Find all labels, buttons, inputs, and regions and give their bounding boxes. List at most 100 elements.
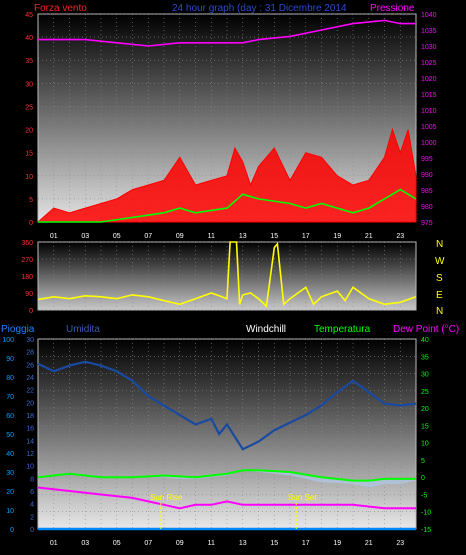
rain-ytick-label: 10 — [6, 508, 14, 515]
wind-ytick-label: 30 — [25, 81, 33, 88]
dew-point-series — [37, 486, 416, 510]
top-xtick-label: 13 — [239, 233, 247, 240]
wind-ytick-label: 20 — [25, 128, 33, 135]
bottom-xtick-label: 15 — [270, 540, 278, 547]
wind-gust-series — [36, 127, 417, 223]
rain-ytick-label: 80 — [6, 375, 14, 382]
rain-ytick-label: 90 — [6, 356, 14, 363]
bottom-xtick-label: 17 — [302, 540, 310, 547]
top-xtick-label: 01 — [50, 233, 58, 240]
humidity-ytick-label: 20 — [26, 400, 34, 407]
temperature-ytick-label: 25 — [421, 389, 429, 396]
compass-n-bottom: N — [436, 306, 443, 317]
humidity-ytick-label: 8 — [30, 476, 34, 483]
humidity-ytick-label: 4 — [30, 502, 34, 509]
pressure-ytick-label: 980 — [421, 204, 433, 211]
humidity-temperature-marks — [37, 360, 417, 531]
rain-ytick-label: 30 — [6, 470, 14, 477]
pressure-ytick-label: 1000 — [421, 140, 437, 147]
sun-set-label: Sun Set — [288, 493, 317, 502]
temperature-ytick-label: -10 — [421, 510, 431, 517]
bottom-xtick-label: 03 — [81, 540, 89, 547]
top-xtick-label: 21 — [365, 233, 373, 240]
temperature-ytick-label: 40 — [421, 337, 429, 344]
pressure-ytick-label: 1040 — [421, 12, 437, 19]
pressure-ytick-label: 1005 — [421, 124, 437, 131]
rain-ytick-label: 0 — [10, 527, 14, 534]
graph-date-title: 24 hour graph (day : 31 Dicembre 2014 — [172, 3, 347, 14]
wind-pressure-marks — [36, 19, 417, 223]
pressure-ytick-label: 1030 — [421, 44, 437, 51]
humidity-ytick-label: 12 — [26, 451, 34, 458]
direction-ytick-label: 360 — [21, 240, 33, 247]
pressure-ytick-label: 990 — [421, 172, 433, 179]
legend-temperatura: Temperatura — [314, 324, 371, 335]
top-xtick-label: 03 — [81, 233, 89, 240]
axis-tick-labels: 0510152025303540459759809859909951000100… — [2, 12, 436, 547]
temperature-ytick-label: 15 — [421, 423, 429, 430]
bottom-xtick-label: 23 — [396, 540, 404, 547]
legend-umidita: Umidita — [66, 324, 100, 335]
humidity-ytick-label: 18 — [26, 413, 34, 420]
pressure-ytick-label: 1015 — [421, 92, 437, 99]
pressure-ytick-label: 995 — [421, 156, 433, 163]
humidity-ytick-label: 24 — [26, 375, 34, 382]
legend-pioggia: Pioggia — [1, 324, 35, 335]
top-xtick-label: 15 — [270, 233, 278, 240]
humidity-ytick-label: 2 — [30, 514, 34, 521]
bottom-xtick-label: 09 — [176, 540, 184, 547]
bottom-xtick-label: 19 — [333, 540, 341, 547]
humidity-ytick-label: 30 — [26, 337, 34, 344]
rain-ytick-label: 70 — [6, 394, 14, 401]
temperature-ytick-label: 5 — [421, 458, 425, 465]
pressure-ytick-label: 985 — [421, 188, 433, 195]
rain-ytick-label: 60 — [6, 413, 14, 420]
top-xtick-label: 07 — [144, 233, 152, 240]
wind-ytick-label: 15 — [25, 151, 33, 158]
humidity-ytick-label: 6 — [30, 489, 34, 496]
pressure-title: Pressione — [370, 3, 415, 14]
temperature-ytick-label: 30 — [421, 372, 429, 379]
legend-dew-point: Dew Point (°C) — [393, 324, 459, 335]
rain-ytick-label: 100 — [2, 337, 14, 344]
pressure-ytick-label: 1035 — [421, 28, 437, 35]
wind-force-title: Forza vento — [34, 3, 87, 14]
humidity-ytick-label: 10 — [26, 464, 34, 471]
temperature-ytick-label: 0 — [421, 475, 425, 482]
wind-direction-marks — [37, 241, 417, 308]
humidity-ytick-label: 28 — [26, 350, 34, 357]
direction-ytick-label: 180 — [21, 274, 33, 281]
wind-ytick-label: 25 — [25, 104, 33, 111]
pressure-series — [38, 19, 416, 47]
bottom-xtick-label: 13 — [239, 540, 247, 547]
rain-ytick-label: 40 — [6, 451, 14, 458]
direction-ytick-label: 0 — [29, 308, 33, 315]
rain-ytick-label: 20 — [6, 489, 14, 496]
top-xtick-label: 11 — [208, 233, 215, 240]
bottom-xtick-label: 07 — [144, 540, 152, 547]
temperature-ytick-label: 20 — [421, 406, 429, 413]
compass-e: E — [436, 290, 443, 301]
rain-ytick-label: 50 — [6, 432, 14, 439]
temperature-series — [37, 469, 416, 482]
top-xtick-label: 17 — [302, 233, 310, 240]
wind-ytick-label: 40 — [25, 35, 33, 42]
humidity-ytick-label: 26 — [26, 362, 34, 369]
wind-ytick-label: 35 — [25, 58, 33, 65]
wind-ytick-label: 5 — [29, 197, 33, 204]
compass-n-top: N — [436, 239, 443, 250]
wind-ytick-label: 10 — [25, 174, 33, 181]
direction-ytick-label: 90 — [25, 291, 33, 298]
top-xtick-label: 09 — [176, 233, 184, 240]
wind-direction-series — [37, 241, 417, 308]
bottom-xtick-label: 05 — [113, 540, 121, 547]
wind-ytick-label: 45 — [25, 12, 33, 19]
pressure-ytick-label: 975 — [421, 220, 433, 227]
direction-ytick-label: 270 — [21, 257, 33, 264]
compass-w: W — [435, 256, 445, 267]
pressure-ytick-label: 1020 — [421, 76, 437, 83]
temperature-ytick-label: 35 — [421, 354, 429, 361]
bottom-xtick-label: 11 — [208, 540, 215, 547]
sun-rise-label: Sun Rise — [150, 493, 183, 502]
